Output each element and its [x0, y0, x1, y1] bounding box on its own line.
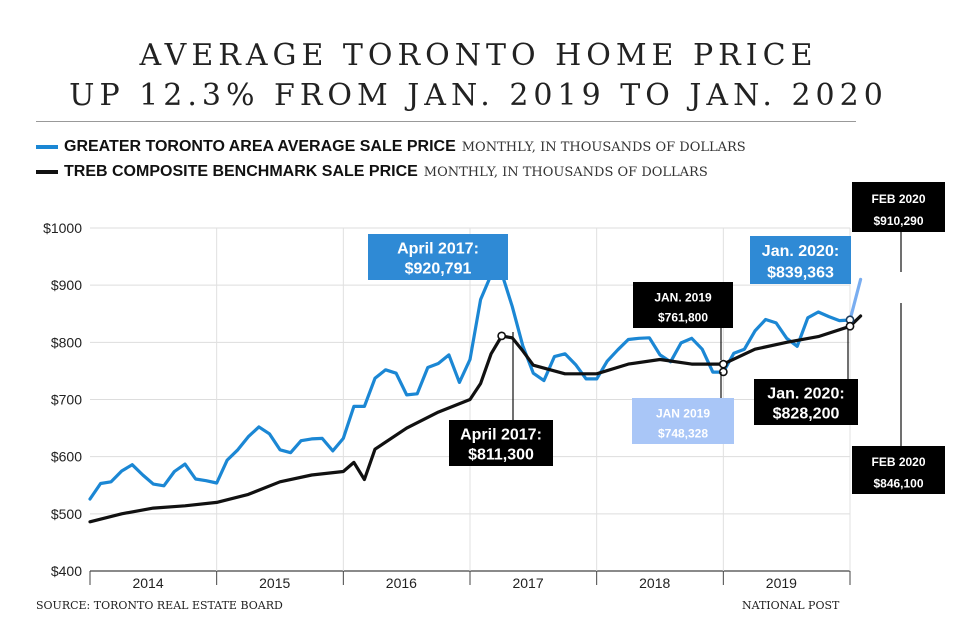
annotation-label: JAN. 2019 [654, 290, 712, 304]
legend-label-treb-benchmark: TREB COMPOSITE BENCHMARK SALE PRICE [64, 163, 418, 180]
annotation-value: $811,300 [468, 447, 534, 464]
annotation-box [449, 420, 553, 466]
legend-unit-treb-benchmark: MONTHLY, IN THOUSANDS OF DOLLARS [423, 165, 708, 180]
annotation-box [368, 234, 508, 280]
legend-unit-gta-average: MONTHLY, IN THOUSANDS OF DOLLARS [461, 140, 746, 155]
x-tick-label: 2018 [639, 575, 670, 591]
annotation-value: $920,791 [405, 261, 472, 278]
data-point-marker [497, 331, 507, 341]
legend-swatch-gta-average [36, 144, 58, 149]
annotation-box [852, 446, 945, 494]
annotation-label: FEB 2020 [871, 455, 925, 469]
data-point-marker [845, 321, 855, 331]
x-tick-label: 2017 [512, 575, 543, 591]
x-tick-label: 2016 [386, 575, 417, 591]
legend-item-treb-benchmark: TREB COMPOSITE BENCHMARK SALE PRICE MONTH… [36, 163, 708, 181]
series-line [848, 277, 863, 322]
title-divider [36, 121, 856, 122]
y-tick-label: $800 [51, 334, 82, 350]
y-tick-label: $1000 [43, 220, 82, 236]
series-line [88, 314, 863, 524]
y-tick-label: $900 [51, 277, 82, 293]
x-tick-label: 2015 [259, 575, 290, 591]
publisher-credit: NATIONAL POST [742, 599, 840, 612]
annotation-label: Jan. 2020: [767, 385, 844, 402]
annotation-value: $846,100 [873, 476, 923, 490]
annotation-label: JAN 2019 [656, 406, 710, 420]
annotation-value: $761,800 [658, 311, 708, 325]
annotation-box [750, 236, 851, 284]
x-tick-label: 2019 [766, 575, 797, 591]
y-tick-label: $700 [51, 392, 82, 408]
annotation-box [633, 282, 733, 328]
annotation-box [632, 398, 734, 444]
x-tick-label: 2014 [132, 575, 163, 591]
y-tick-label: $400 [51, 563, 82, 579]
legend-label-gta-average: GREATER TORONTO AREA AVERAGE SALE PRICE [64, 138, 456, 155]
annotation-label: FEB 2020 [871, 192, 925, 206]
annotation-label: April 2017: [460, 426, 542, 443]
data-point-marker [718, 359, 728, 369]
annotation-value: $748,328 [658, 427, 708, 441]
chart-title-line-1: AVERAGE TORONTO HOME PRICE [139, 38, 818, 73]
y-tick-label: $500 [51, 506, 82, 522]
annotation-value: $828,200 [773, 406, 840, 423]
legend-item-gta-average: GREATER TORONTO AREA AVERAGE SALE PRICE M… [36, 138, 746, 156]
source-note: SOURCE: TORONTO REAL ESTATE BOARD [36, 599, 283, 612]
y-tick-label: $600 [51, 449, 82, 465]
annotation-value: $910,290 [873, 214, 923, 228]
annotation-label: Jan. 2020: [762, 243, 839, 260]
legend-swatch-treb-benchmark [36, 169, 58, 174]
annotation-label: April 2017: [397, 240, 479, 257]
annotation-value: $839,363 [767, 264, 834, 281]
chart-title-line-2: UP 12.3% FROM JAN. 2019 TO JAN. 2020 [69, 78, 888, 113]
annotation-box [852, 182, 945, 232]
annotation-box [754, 379, 858, 425]
